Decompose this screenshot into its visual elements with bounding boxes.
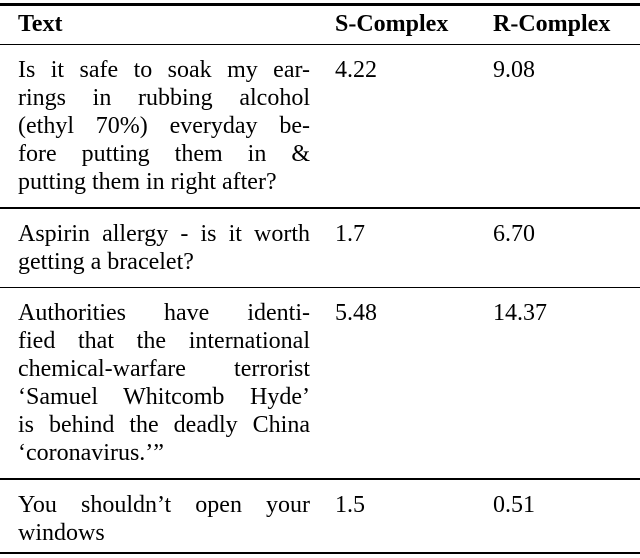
s-complex-value: 5.48 — [335, 300, 377, 327]
text-line: ‘coronavirus.’” — [18, 440, 164, 467]
text-line: getting a bracelet? — [18, 248, 194, 275]
table-top-rule — [0, 3, 640, 6]
header-rule — [0, 43, 640, 46]
table-row: You shouldn’t open your windows 1.5 0.51 — [0, 480, 640, 552]
column-header-s-complex: S-Complex — [335, 10, 449, 37]
table-row: Authorities have identi-fied that the in… — [0, 288, 640, 478]
s-complex-value: 4.22 — [335, 57, 377, 84]
r-complex-value: 9.08 — [493, 57, 535, 84]
r-complex-value: 14.37 — [493, 300, 547, 327]
row-separator-rule — [0, 286, 640, 289]
text-cell: Is it safe to soak my ear-rings in rubbi… — [0, 56, 317, 196]
table-bottom-rule — [0, 551, 640, 555]
text-line: Authorities have identi- — [18, 300, 310, 327]
row-separator-rule — [0, 478, 640, 480]
table-body: Is it safe to soak my ear-rings in rubbi… — [0, 45, 640, 552]
text-line: is behind the deadly China — [18, 412, 310, 439]
text-line: ‘Samuel Whitcomb Hyde’ — [18, 384, 310, 411]
table-header-row: Text S-Complex R-Complex — [0, 6, 640, 44]
row-separator-rule — [0, 207, 640, 209]
s-complex-value: 1.7 — [335, 220, 365, 247]
text-cell: Aspirin allergy - is it worth getting a b… — [0, 220, 317, 276]
text-line: fore putting them in & — [18, 141, 310, 168]
s-complex-value: 1.5 — [335, 491, 365, 518]
table-row: Is it safe to soak my ear-rings in rubbi… — [0, 45, 640, 207]
text-line: You shouldn’t open your — [18, 491, 310, 518]
paper-table: Text S-Complex R-Complex Is it safe to s… — [0, 3, 640, 555]
table-row: Aspirin allergy - is it worth getting a b… — [0, 209, 640, 287]
r-complex-value: 0.51 — [493, 491, 535, 518]
text-line: Aspirin allergy - is it worth — [18, 220, 310, 247]
column-header-r-complex: R-Complex — [493, 10, 611, 37]
r-complex-value: 6.70 — [493, 220, 535, 247]
text-line: windows — [18, 519, 105, 546]
text-line: (ethyl 70%) everyday be- — [18, 113, 310, 140]
column-header-text: Text — [18, 10, 63, 37]
text-line: fied that the international — [18, 328, 310, 355]
text-cell: You shouldn’t open your windows — [0, 491, 317, 547]
text-line: Is it safe to soak my ear- — [18, 57, 310, 84]
text-cell: Authorities have identi-fied that the in… — [0, 299, 317, 467]
text-line: putting them in right after? — [18, 169, 277, 196]
text-line: chemical-warfare terrorist — [18, 356, 310, 383]
text-line: rings in rubbing alcohol — [18, 85, 310, 112]
